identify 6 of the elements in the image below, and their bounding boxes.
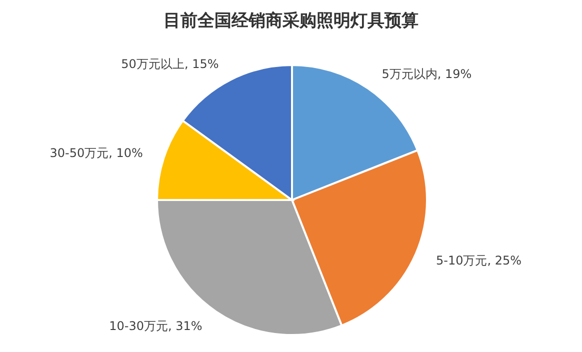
- slice-label: 5万元以内, 19%: [382, 66, 472, 81]
- slice-label: 10-30万元, 31%: [109, 319, 202, 334]
- chart-title: 目前全国经销商采购照明灯具预算: [164, 11, 418, 31]
- slice-label: 30-50万元, 10%: [50, 146, 143, 160]
- slice-label: 50万元以上, 15%: [121, 57, 219, 72]
- slice-label: 5-10万元, 25%: [436, 254, 522, 268]
